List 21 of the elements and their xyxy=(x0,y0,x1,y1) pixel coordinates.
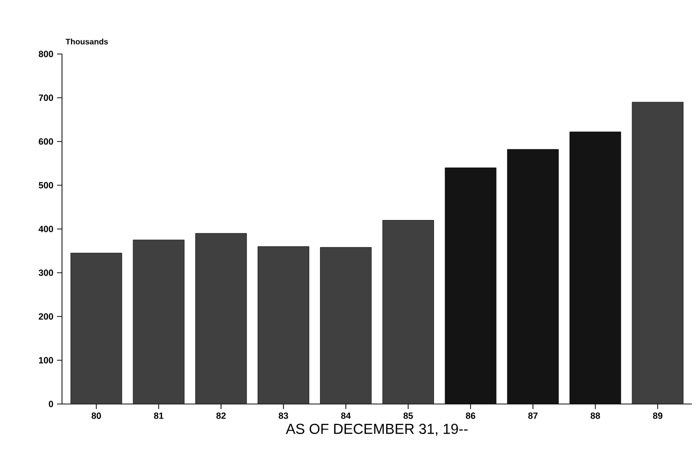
y-tick-label: 500 xyxy=(38,182,54,188)
y-tick-label: 700 xyxy=(38,94,54,101)
y-tick-label: 800 xyxy=(38,50,54,58)
x-tick-label: 84 xyxy=(341,412,351,419)
y-axis-title: Thousands xyxy=(66,38,108,44)
x-axis-title: AS OF DECEMBER 31, 19-- xyxy=(286,424,468,436)
x-tick-label: 85 xyxy=(403,412,413,419)
x-tick-label: 81 xyxy=(154,412,164,419)
x-tick-label: 83 xyxy=(278,412,288,419)
y-tick-label: 200 xyxy=(38,313,54,320)
y-tick-label: 600 xyxy=(38,138,54,145)
x-tick-label: 88 xyxy=(590,412,600,419)
y-tick-label: 300 xyxy=(38,270,54,276)
x-tick-label: 80 xyxy=(92,412,101,419)
x-tick-label: 82 xyxy=(216,412,226,419)
x-tick-label: 89 xyxy=(652,412,662,419)
y-tick-label: 0 xyxy=(48,400,54,408)
y-tick-label: 400 xyxy=(38,226,54,232)
y-tick-label: 100 xyxy=(39,357,54,364)
x-tick-label: 87 xyxy=(528,412,538,419)
x-tick-label: 86 xyxy=(466,412,476,419)
